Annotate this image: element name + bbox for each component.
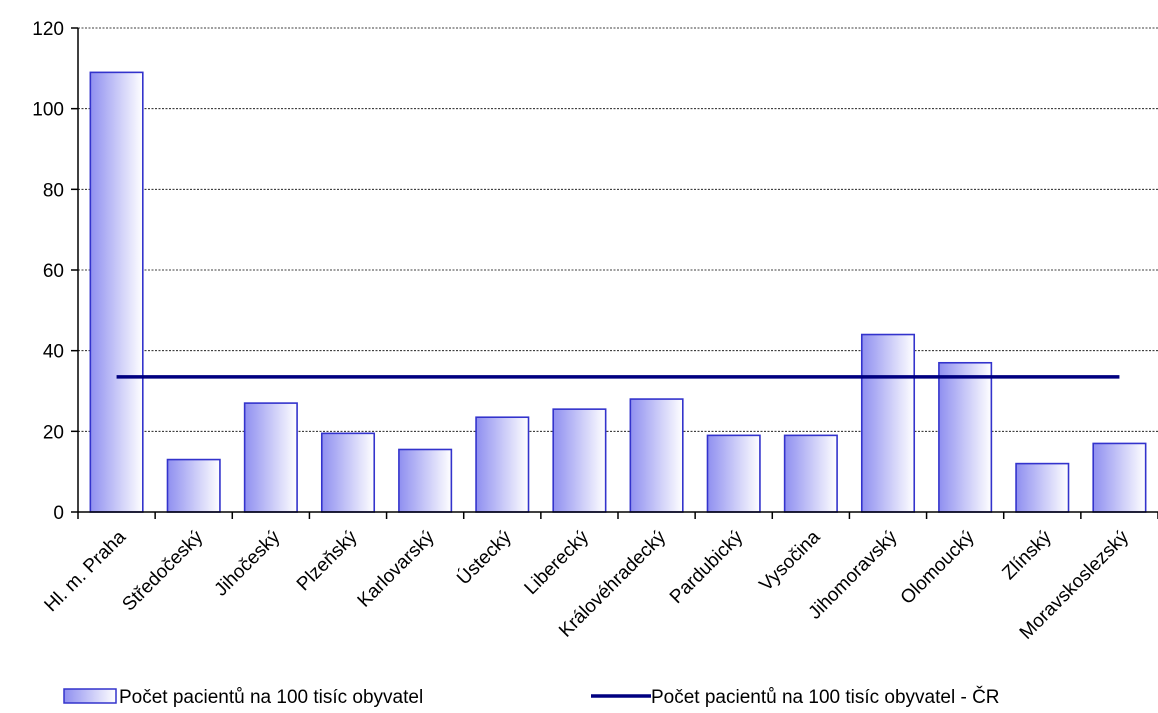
bar xyxy=(1015,462,1070,513)
bar xyxy=(706,434,761,513)
y-tick-label: 120 xyxy=(32,19,64,40)
y-tick-label: 20 xyxy=(43,422,64,443)
y-axis-ticks: 0 20 40 60 80 100 120 xyxy=(32,19,78,524)
x-category-label: Liberecký xyxy=(521,526,594,599)
legend-bar-swatch xyxy=(63,688,117,704)
x-category-label: Vysočina xyxy=(756,526,825,595)
bar xyxy=(243,402,298,513)
bar xyxy=(166,458,221,513)
x-category-label: Karlovarský xyxy=(354,526,439,611)
x-category-label: Plzeňský xyxy=(293,526,362,595)
bar xyxy=(320,432,376,513)
bar xyxy=(1092,442,1147,513)
x-category-label: Ústecký xyxy=(452,526,516,590)
x-category-label: Zlínský xyxy=(998,526,1056,584)
bar xyxy=(938,361,993,513)
bar xyxy=(860,333,916,513)
y-tick-label: 100 xyxy=(32,100,64,121)
x-category-label: Pardubický xyxy=(666,526,748,608)
x-category-label: Olomoucký xyxy=(897,526,979,608)
bar xyxy=(398,448,453,513)
y-tick-label: 80 xyxy=(43,180,64,201)
legend: Počet pacientů na 100 tisíc obyvatel Poč… xyxy=(63,686,1000,708)
y-tick-label: 60 xyxy=(43,261,64,282)
bar xyxy=(475,416,530,513)
x-category-label: Středočeský xyxy=(118,526,207,615)
bar xyxy=(552,408,607,513)
bar xyxy=(783,434,838,513)
bar xyxy=(89,71,144,513)
x-category-label: Jihočeský xyxy=(211,526,285,600)
gridlines xyxy=(78,27,1158,432)
legend-bar-label: Počet pacientů na 100 tisíc obyvatel xyxy=(119,687,423,708)
y-tick-label: 0 xyxy=(53,503,64,524)
y-tick-label: 40 xyxy=(43,342,64,363)
bars xyxy=(89,71,1147,513)
legend-line-label: Počet pacientů na 100 tisíc obyvatel - Č… xyxy=(651,686,1000,708)
bar xyxy=(629,398,684,513)
x-category-label: Hl. m. Praha xyxy=(41,526,131,616)
